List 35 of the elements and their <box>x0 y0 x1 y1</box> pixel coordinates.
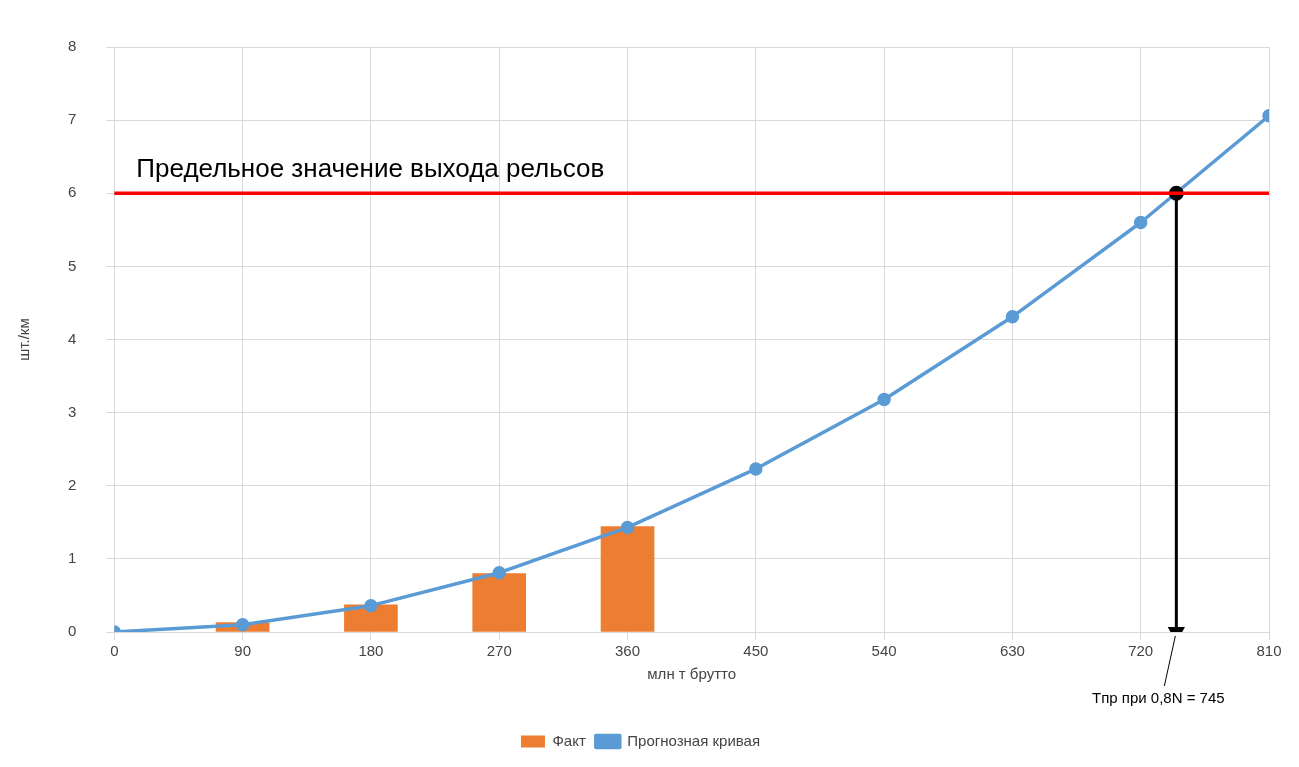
bar <box>600 526 655 632</box>
y-tick-label: 7 <box>68 110 77 128</box>
y-tick-label: 2 <box>68 475 77 493</box>
point <box>620 520 635 535</box>
y-tick-label: 1 <box>68 549 77 567</box>
x-tick-label: 810 <box>1256 642 1282 660</box>
bar <box>472 573 527 632</box>
y-tick-label: 5 <box>68 256 77 274</box>
y-axis-title: шт./км <box>15 318 33 361</box>
point <box>235 617 250 632</box>
y-tick-label: 4 <box>68 329 77 347</box>
legend-label: Факт <box>552 731 586 749</box>
point <box>1005 310 1020 324</box>
x-tick-label: 540 <box>871 642 897 660</box>
x-axis-title: млн т брутто <box>647 665 737 683</box>
text: Tпр при 0,8N = 745 <box>1092 688 1225 706</box>
x-tick-label: 630 <box>999 642 1025 660</box>
y-tick-label: 3 <box>68 402 77 420</box>
point <box>1133 215 1148 230</box>
x-tick-label: 360 <box>615 642 641 660</box>
point <box>492 566 506 580</box>
x-tick-label: 0 <box>110 642 119 660</box>
point <box>749 462 763 476</box>
x-tick-label: 720 <box>1128 642 1154 660</box>
legend-label: Прогнозная кривая <box>627 731 761 749</box>
x-tick-label: 270 <box>486 642 512 660</box>
x-tick-label: 450 <box>743 642 769 660</box>
ref-line-label: Предельное значение выхода рельсов <box>136 153 605 184</box>
y-tick-label: 6 <box>68 183 77 201</box>
y-tick-label: 0 <box>68 622 77 640</box>
y-tick-label: 8 <box>68 37 77 55</box>
x-tick-label: 180 <box>358 642 384 660</box>
x-tick-label: 90 <box>234 642 251 660</box>
point <box>364 598 378 613</box>
point <box>877 392 891 407</box>
